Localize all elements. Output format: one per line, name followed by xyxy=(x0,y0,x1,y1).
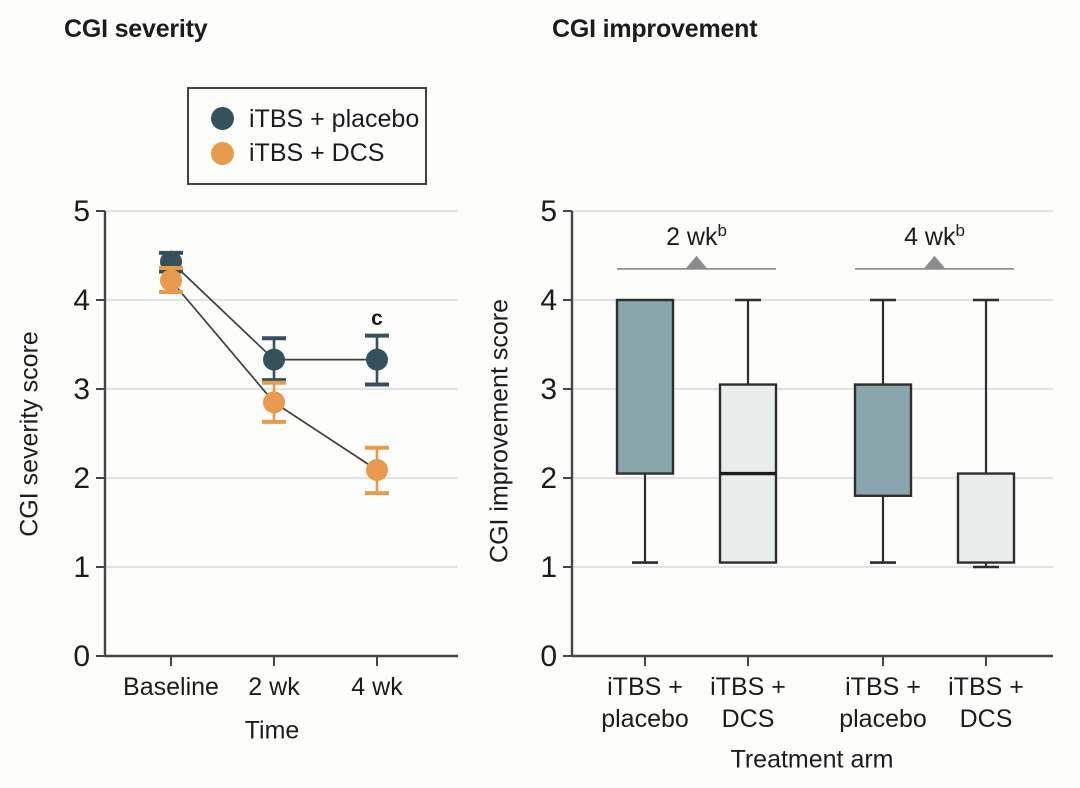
box-4wk-itbs-placebo xyxy=(853,298,913,564)
box xyxy=(956,472,1016,564)
data-point xyxy=(263,391,285,414)
triangle-up-icon xyxy=(923,255,946,269)
left-panel-title: CGI severity xyxy=(64,15,208,43)
y-tick-label: 3 xyxy=(73,373,90,406)
y-tick-label: 4 xyxy=(540,284,557,317)
x-tick-label: DCS xyxy=(722,705,775,733)
series-itbs-placebo xyxy=(159,250,389,387)
x-tick-label: 2 wk xyxy=(248,673,300,701)
right-y-axis-label: CGI improvement score xyxy=(485,299,514,563)
box xyxy=(853,383,913,497)
legend-item-placebo: iTBS + placebo xyxy=(211,104,425,133)
triangle-up-icon xyxy=(685,255,708,269)
comparison-bracket: 4 wkb xyxy=(855,221,1014,270)
y-tick-label: 0 xyxy=(540,640,557,673)
comparison-bracket: 2 wkb xyxy=(617,221,776,270)
legend-label: iTBS + DCS xyxy=(249,139,385,167)
improvement-boxes xyxy=(615,298,1016,569)
x-tick-label: iTBS + xyxy=(710,673,786,701)
box-2wk-itbs-dcs xyxy=(718,298,778,564)
data-point xyxy=(366,348,388,371)
box-2wk-itbs-placebo xyxy=(615,298,675,564)
left-y-axis-label: CGI severity score xyxy=(15,331,44,537)
x-tick-label: iTBS + xyxy=(607,673,683,701)
box-4wk-itbs-dcs xyxy=(956,298,1016,569)
y-tick-label: 5 xyxy=(73,195,90,228)
legend-label: iTBS + placebo xyxy=(249,104,420,133)
placebo-dot-icon xyxy=(211,107,234,131)
y-tick-label: 0 xyxy=(73,640,90,673)
legend: iTBS + placebo iTBS + DCS xyxy=(187,87,427,185)
series-itbs-dcs xyxy=(159,265,389,496)
right-x-axis-label: Treatment arm xyxy=(730,745,894,774)
x-tick-label: DCS xyxy=(960,705,1013,733)
x-tick-label: placebo xyxy=(601,705,689,733)
data-point xyxy=(366,458,388,481)
x-tick-label: Baseline xyxy=(123,673,219,701)
data-point xyxy=(160,269,182,292)
y-tick-label: 3 xyxy=(540,373,557,406)
severity-axes: 0 1 2 3 4 5 Baseline 2 wk 4 wk xyxy=(73,195,458,701)
y-tick-label: 2 xyxy=(540,462,557,495)
left-x-axis-label: Time xyxy=(244,716,300,745)
x-tick-label: placebo xyxy=(839,705,927,733)
dcs-dot-icon xyxy=(211,141,234,165)
comparison-label: 4 wkb xyxy=(904,221,965,251)
y-tick-label: 5 xyxy=(540,195,557,228)
x-tick-label: iTBS + xyxy=(948,673,1024,701)
y-tick-label: 2 xyxy=(73,462,90,495)
legend-item-dcs: iTBS + DCS xyxy=(211,140,425,166)
y-tick-label: 1 xyxy=(73,551,90,584)
y-tick-label: 1 xyxy=(540,551,557,584)
data-point xyxy=(263,348,285,371)
x-tick-label: 4 wk xyxy=(351,673,403,701)
y-tick-label: 4 xyxy=(73,284,90,317)
right-panel-title: CGI improvement xyxy=(552,15,758,43)
significance-annotation: c xyxy=(371,307,383,330)
comparison-label: 2 wkb xyxy=(666,221,727,251)
x-tick-label: iTBS + xyxy=(845,673,921,701)
box xyxy=(615,298,675,475)
severity-series xyxy=(159,250,389,496)
